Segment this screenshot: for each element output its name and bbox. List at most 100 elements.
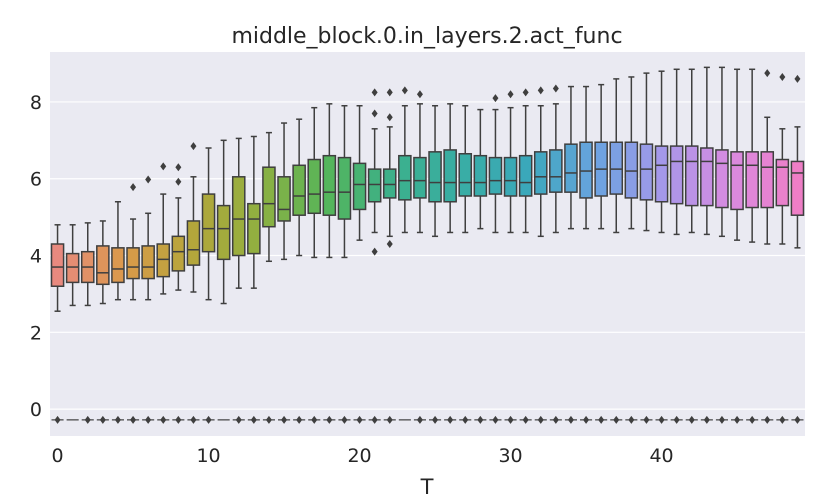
box-iqr [126, 247, 140, 280]
box-flier [432, 415, 439, 424]
box-iqr [654, 145, 669, 203]
box-flier [522, 415, 529, 424]
box-t-48 [775, 72, 790, 424]
box-flier [567, 415, 574, 424]
box-flier [130, 183, 137, 192]
box-iqr [518, 154, 533, 197]
box-flier [190, 142, 197, 151]
y-tick-label: 0 [30, 399, 42, 421]
box-iqr [382, 168, 397, 199]
y-tick-labels: 0 2 4 6 8 [30, 92, 42, 421]
box-flier [296, 415, 303, 424]
box-t-21 [367, 88, 382, 424]
box-t-41 [669, 68, 684, 424]
box-iqr [352, 162, 367, 211]
box-flier [99, 415, 106, 424]
box-flier [628, 415, 635, 424]
box-t-16 [292, 118, 306, 424]
box-iqr [730, 151, 744, 211]
box-t-31 [518, 88, 533, 424]
box-iqr [564, 143, 578, 193]
box-flier [673, 415, 680, 424]
box-flier [613, 415, 620, 424]
box-t-2 [80, 222, 95, 424]
box-t-13 [247, 135, 261, 424]
box-t-44 [715, 66, 729, 424]
box-flier [643, 415, 650, 424]
box-iqr [322, 154, 337, 216]
box-t-20 [352, 105, 367, 424]
box-iqr [186, 220, 201, 266]
box-iqr [790, 160, 805, 216]
box-t-1 [65, 224, 80, 421]
box-iqr [50, 243, 65, 287]
box-iqr [669, 145, 684, 205]
box-flier [341, 415, 348, 424]
box-flier [462, 415, 469, 424]
box-t-46 [745, 68, 759, 424]
box-flier [779, 415, 786, 424]
box-t-17 [307, 106, 322, 424]
x-tick-label: 10 [196, 445, 220, 467]
box-t-37 [609, 78, 624, 424]
box-flier [794, 74, 801, 83]
box-t-5 [126, 183, 140, 424]
box-t-11 [216, 139, 231, 421]
x-tick-labels: 0 10 20 30 40 [52, 445, 674, 467]
box-iqr [292, 164, 306, 216]
box-t-26 [443, 103, 457, 424]
box-iqr [141, 245, 155, 280]
box-iqr [216, 204, 231, 261]
box-flier [552, 415, 559, 424]
box-iqr [307, 158, 322, 215]
box-iqr [488, 156, 503, 195]
box-flier [401, 86, 408, 95]
box-flier [311, 415, 318, 424]
box-iqr [262, 166, 276, 228]
box-iqr [231, 176, 246, 257]
box-t-27 [458, 105, 473, 424]
boxes [50, 66, 805, 424]
box-t-22 [382, 88, 397, 424]
box-flier [507, 90, 514, 99]
box-iqr [549, 149, 563, 193]
box-t-35 [579, 85, 593, 424]
box-flier [537, 415, 544, 424]
y-tick-label: 4 [30, 246, 42, 268]
box-iqr [367, 168, 382, 203]
box-t-34 [564, 85, 578, 424]
box-flier [54, 415, 61, 424]
box-t-6 [141, 175, 155, 424]
box-flier [507, 415, 514, 424]
box-iqr [428, 151, 442, 203]
x-tick-label: 40 [649, 445, 673, 467]
y-tick-label: 2 [30, 322, 42, 344]
box-t-3 [96, 220, 110, 424]
box-flier [537, 86, 544, 95]
box-flier [718, 415, 725, 424]
box-flier [703, 415, 710, 424]
box-iqr [624, 141, 639, 199]
box-iqr [700, 147, 714, 207]
box-t-23 [398, 86, 412, 421]
box-iqr [579, 141, 593, 199]
box-iqr [745, 151, 759, 209]
box-t-0 [50, 224, 65, 424]
box-flier [764, 415, 771, 424]
box-flier [371, 109, 378, 118]
box-t-43 [700, 66, 714, 424]
box-iqr [65, 252, 80, 284]
box-t-4 [111, 201, 125, 424]
box-flier [386, 415, 393, 424]
box-flier [386, 240, 393, 248]
box-t-7 [156, 162, 171, 424]
box-iqr [609, 141, 624, 195]
box-iqr [639, 143, 654, 201]
box-flier [175, 415, 182, 424]
box-t-39 [639, 72, 654, 424]
box-iqr [458, 153, 473, 197]
box-flier [371, 88, 378, 97]
box-t-49 [790, 74, 805, 424]
box-t-33 [549, 84, 563, 424]
